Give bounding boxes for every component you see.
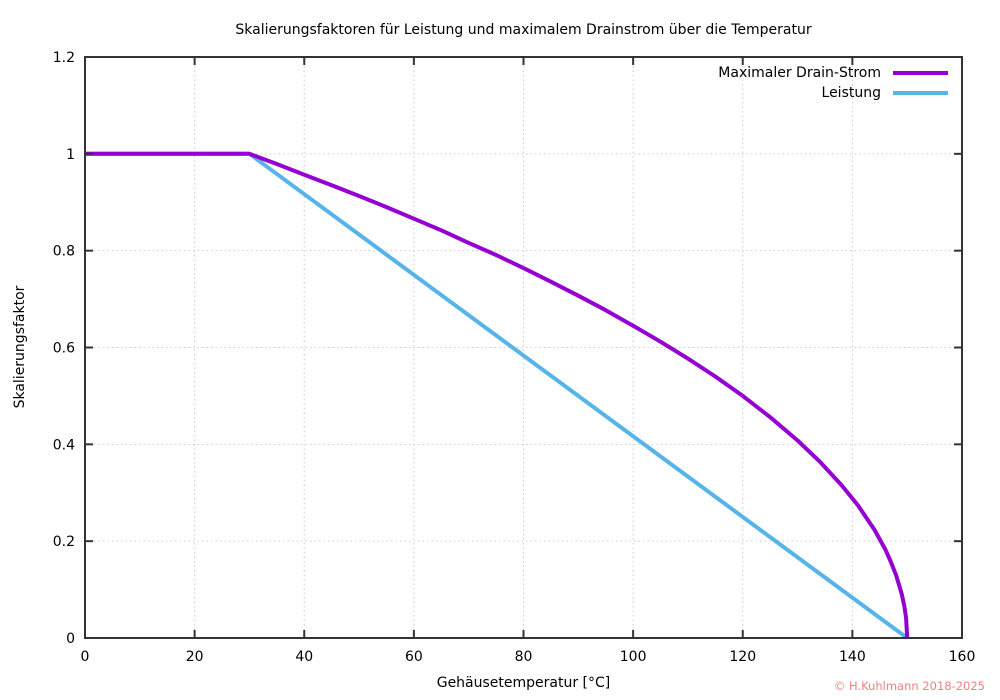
plot-border bbox=[84, 56, 963, 639]
y-axis-label: Skalierungsfaktor bbox=[12, 285, 28, 409]
x-tick-label: 160 bbox=[949, 649, 976, 665]
y-tick-label: 0.2 bbox=[53, 534, 75, 550]
series-line-leistung bbox=[85, 151, 909, 640]
legend-label-drain-strom: Maximaler Drain-Strom bbox=[718, 65, 881, 81]
x-tick-label: 120 bbox=[729, 649, 756, 665]
chart-title: Skalierungsfaktoren für Leistung und max… bbox=[235, 22, 812, 38]
y-tick-label: 0.4 bbox=[53, 437, 75, 453]
y-tick-label: 1.2 bbox=[53, 50, 75, 66]
x-tick-label: 60 bbox=[405, 649, 423, 665]
x-tick-label: 80 bbox=[515, 649, 533, 665]
y-tick-label: 0 bbox=[66, 631, 75, 647]
x-axis-label: Gehäusetemperatur [°C] bbox=[436, 675, 611, 691]
series-line-maximaler-drain-strom bbox=[85, 151, 910, 639]
y-tick-label: 1 bbox=[66, 147, 75, 163]
x-tick-label: 140 bbox=[839, 649, 866, 665]
copyright: © H.Kuhlmann 2018-2025 bbox=[833, 679, 985, 693]
x-tick-label: 100 bbox=[620, 649, 647, 665]
legend-item-drain-strom: Maximaler Drain-Strom bbox=[718, 63, 948, 83]
x-tick-label: 40 bbox=[295, 649, 313, 665]
legend: Maximaler Drain-Strom Leistung bbox=[718, 63, 948, 103]
legend-label-leistung: Leistung bbox=[821, 85, 881, 101]
y-tick-label: 0.8 bbox=[53, 244, 75, 260]
legend-swatch-drain-strom bbox=[893, 71, 948, 75]
legend-item-leistung: Leistung bbox=[718, 83, 948, 103]
x-tick-label: 20 bbox=[186, 649, 204, 665]
y-tick-label: 0.6 bbox=[53, 341, 75, 357]
legend-swatch-leistung bbox=[893, 91, 948, 95]
x-tick-label: 0 bbox=[81, 649, 90, 665]
